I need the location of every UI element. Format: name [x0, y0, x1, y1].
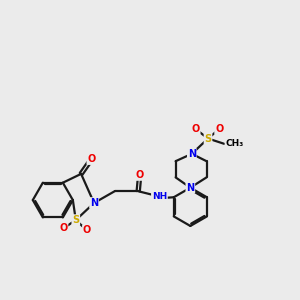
Text: CH₃: CH₃ — [225, 139, 244, 148]
Text: O: O — [87, 154, 95, 164]
Text: NH: NH — [152, 192, 167, 201]
Text: O: O — [59, 223, 68, 233]
Text: S: S — [72, 215, 80, 225]
Text: N: N — [90, 198, 98, 208]
Text: O: O — [136, 170, 144, 180]
Text: O: O — [215, 124, 223, 134]
Text: N: N — [186, 183, 194, 193]
Text: O: O — [83, 225, 91, 236]
Text: S: S — [204, 134, 211, 143]
Text: O: O — [191, 124, 200, 134]
Text: N: N — [188, 149, 196, 159]
